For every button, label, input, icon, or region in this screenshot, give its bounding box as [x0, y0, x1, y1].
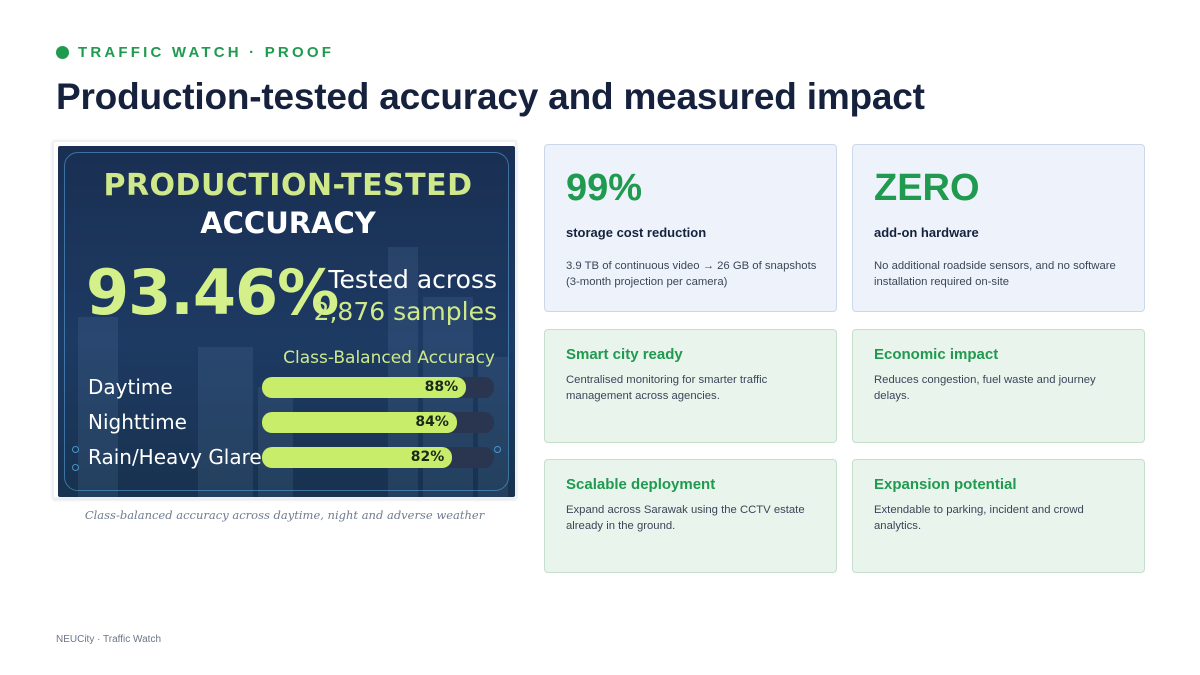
card-title: Economic impact	[874, 346, 999, 363]
card-description: Extendable to parking, incident and crow…	[874, 504, 1084, 532]
class-balanced-label: Class-Balanced Accuracy	[283, 348, 495, 368]
tested-line-1: Tested across	[328, 265, 497, 294]
accuracy-infographic: PRODUCTION-TESTED ACCURACY 93.46% Tested…	[52, 140, 517, 499]
card-scalable-deployment: Scalable deployment Expand across Sarawa…	[544, 459, 837, 573]
bar-label: Daytime	[88, 375, 173, 399]
card-expansion-potential: Expansion potential Extendable to parkin…	[852, 459, 1145, 573]
card-title: Expansion potential	[874, 476, 1017, 493]
bar-value: 88%	[424, 379, 459, 395]
bar-track: 82%	[262, 447, 494, 468]
bar-rain-glare: Rain/Heavy Glare 82%	[88, 445, 498, 469]
bar-track: 84%	[262, 412, 494, 433]
bar-value: 82%	[410, 449, 445, 465]
footer-text: NEUCity · Traffic Watch	[56, 634, 162, 645]
stat-card-storage: 99% storage cost reduction 3.9 TB of con…	[544, 144, 837, 312]
stat-value: ZERO	[874, 167, 980, 209]
image-caption: Class-balanced accuracy across daytime, …	[84, 508, 485, 522]
stat-label: storage cost reduction	[566, 225, 707, 240]
stat-description: No additional roadside sensors, and no s…	[874, 260, 1116, 288]
card-title: Smart city ready	[566, 346, 683, 363]
green-dot-icon	[56, 46, 69, 59]
bar-daytime: Daytime 88%	[88, 375, 498, 399]
infographic-artwork: PRODUCTION-TESTED ACCURACY 93.46% Tested…	[58, 146, 515, 497]
card-description: Expand across Sarawak using the CCTV est…	[566, 504, 805, 532]
bar-label: Rain/Heavy Glare	[88, 445, 262, 469]
bar-label: Nighttime	[88, 410, 187, 434]
card-smart-city: Smart city ready Centralised monitoring …	[544, 329, 837, 443]
stat-value: 99%	[566, 167, 643, 209]
bar-fill: 88%	[262, 377, 467, 398]
bar-fill: 84%	[262, 412, 457, 433]
infographic-heading-2: ACCURACY	[200, 206, 376, 240]
card-description: Centralised monitoring for smarter traff…	[566, 374, 768, 402]
page-title: Production-tested accuracy and measured …	[56, 76, 925, 117]
stat-description: 3.9 TB of continuous video → 26 GB of sn…	[566, 260, 817, 288]
bar-track: 88%	[262, 377, 494, 398]
stat-card-hardware: ZERO add-on hardware No additional roads…	[852, 144, 1145, 312]
overall-accuracy-value: 93.46%	[86, 256, 339, 329]
infographic-heading: PRODUCTION-TESTED	[103, 168, 473, 203]
card-title: Scalable deployment	[566, 476, 716, 493]
eyebrow: TRAFFIC WATCH · PROOF	[56, 44, 334, 61]
card-description: Reduces congestion, fuel waste and journ…	[874, 374, 1096, 402]
eyebrow-label: TRAFFIC WATCH · PROOF	[78, 44, 335, 61]
stat-label: add-on hardware	[874, 225, 979, 240]
tested-line-2: 2,876 samples	[313, 297, 497, 326]
tested-samples: Tested across 2,876 samples	[314, 264, 497, 328]
bar-fill: 82%	[262, 447, 453, 468]
card-economic-impact: Economic impact Reduces congestion, fuel…	[852, 329, 1145, 443]
bar-nighttime: Nighttime 84%	[88, 410, 498, 434]
bar-value: 84%	[415, 414, 449, 430]
